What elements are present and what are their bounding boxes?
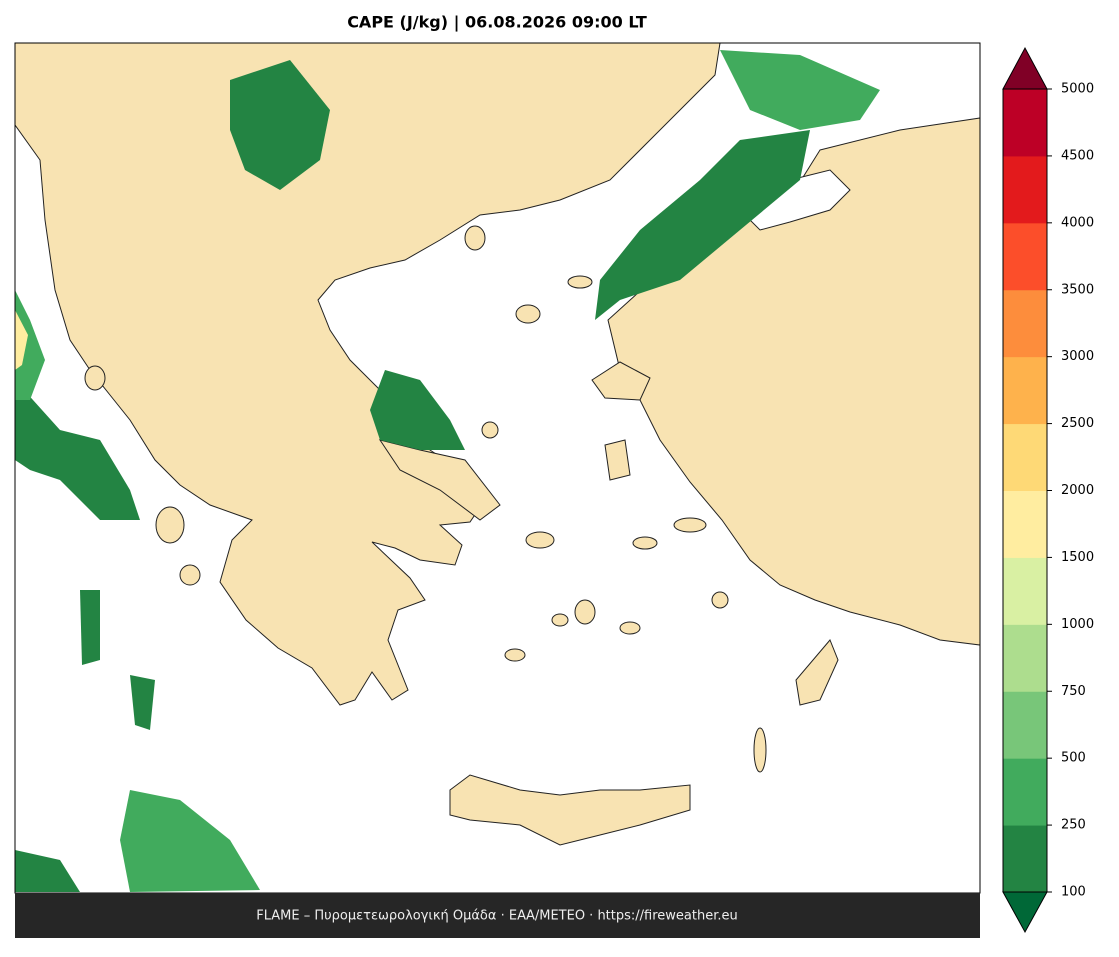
colorbar-tick-label: 3500 bbox=[1061, 282, 1094, 297]
cape-areas bbox=[15, 50, 880, 892]
colorbar-tick-label: 5000 bbox=[1061, 82, 1094, 97]
colorbar-segment bbox=[1003, 825, 1047, 893]
colorbar-segment bbox=[1003, 423, 1047, 491]
map bbox=[14, 42, 981, 894]
colorbar-segment bbox=[1003, 490, 1047, 558]
colorbar-segment bbox=[1003, 222, 1047, 291]
colorbar-segment bbox=[1003, 356, 1047, 425]
colorbar-segment bbox=[1003, 758, 1047, 826]
footer-text: FLAME – Πυρομετεωρολογική Ομάδα · ΕΑΑ/ME… bbox=[256, 909, 738, 924]
colorbar-segment bbox=[1003, 155, 1047, 224]
colorbar-segment bbox=[1003, 557, 1047, 625]
colorbar-tick-label: 2500 bbox=[1061, 416, 1094, 431]
colorbar-segment bbox=[1003, 691, 1047, 759]
footer-band bbox=[15, 893, 980, 938]
colorbar-segment bbox=[1003, 289, 1047, 358]
colorbar-tick-label: 250 bbox=[1061, 818, 1086, 833]
islands bbox=[84, 225, 767, 773]
colorbar-tick-label: 500 bbox=[1061, 751, 1086, 766]
colorbar-tick-label: 750 bbox=[1061, 684, 1086, 699]
colorbar-segment bbox=[1003, 89, 1047, 157]
colorbar-under bbox=[1002, 891, 1048, 934]
colorbar-tick-label: 4500 bbox=[1061, 148, 1094, 163]
land-evia bbox=[378, 439, 501, 521]
map-title: CAPE (J/kg) | 06.08.2026 09:00 LT bbox=[347, 13, 647, 33]
colorbar-tick-label: 100 bbox=[1061, 885, 1086, 900]
land-chios bbox=[604, 439, 631, 481]
land-rhodes bbox=[795, 639, 839, 706]
colorbar-tick-label: 3000 bbox=[1061, 349, 1094, 364]
colorbar-tick-label: 1500 bbox=[1061, 550, 1094, 565]
land-crete bbox=[449, 774, 691, 846]
colorbar-tick-label: 2000 bbox=[1061, 483, 1094, 498]
colorbar-tick-label: 1000 bbox=[1061, 617, 1094, 632]
land-lesvos bbox=[591, 361, 651, 401]
colorbar-over bbox=[1002, 46, 1048, 90]
colorbar-tick-label: 4000 bbox=[1061, 215, 1094, 230]
colorbar: 100 250 500 750 1000 1500 2000 2500 3000 3500 4000… bbox=[1002, 46, 1094, 934]
colorbar-segment bbox=[1003, 624, 1047, 692]
land-balkans bbox=[14, 42, 721, 706]
